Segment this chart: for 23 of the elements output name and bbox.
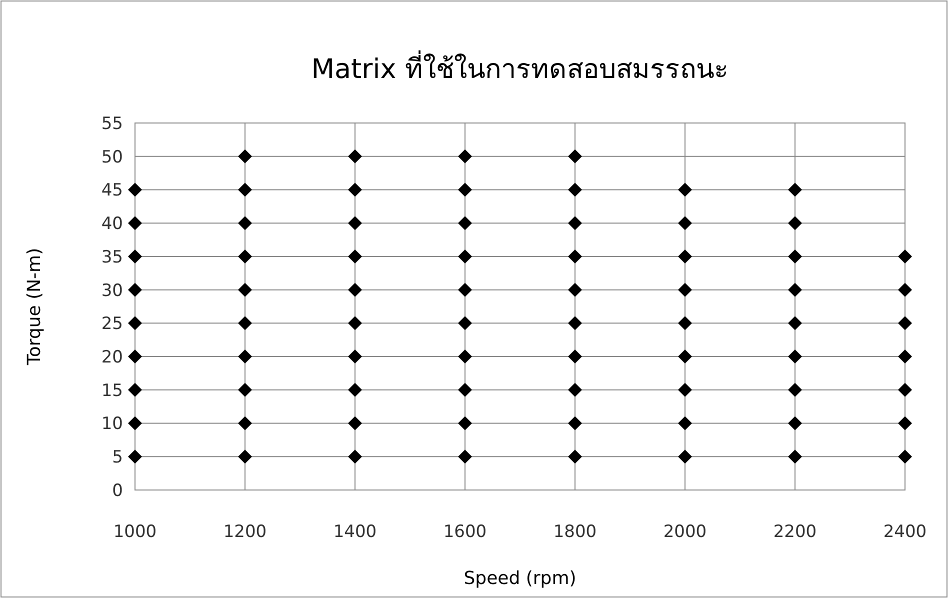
- y-axis-title: Torque (N-m): [24, 248, 45, 366]
- x-tick-label: 2200: [773, 522, 817, 542]
- x-tick-label: 1000: [113, 522, 157, 542]
- y-tick-label: 10: [101, 414, 123, 434]
- y-tick-label: 50: [101, 147, 123, 168]
- y-tick-label: 55: [101, 114, 123, 134]
- x-tick-label: 1400: [333, 522, 377, 542]
- x-tick-label: 1200: [223, 522, 267, 542]
- y-tick-label: 45: [101, 180, 123, 201]
- y-tick-label: 0: [112, 480, 123, 501]
- x-tick-label: 2400: [883, 522, 927, 542]
- x-tick-label: 1600: [443, 522, 487, 542]
- x-axis-title: Speed (rpm): [464, 568, 576, 589]
- x-tick-label: 2000: [663, 522, 707, 542]
- y-tick-label: 25: [101, 314, 123, 334]
- y-tick-label: 40: [101, 214, 123, 234]
- y-tick-label: 5: [112, 448, 123, 468]
- y-tick-label: 20: [101, 347, 123, 368]
- x-tick-label: 1800: [553, 522, 597, 542]
- chart-title: Matrix ที่ใช้ในการทดสอบสมรรถนะ: [311, 50, 729, 85]
- y-tick-label: 35: [101, 247, 123, 268]
- y-tick-label: 30: [101, 280, 123, 301]
- y-tick-label: 15: [101, 380, 123, 401]
